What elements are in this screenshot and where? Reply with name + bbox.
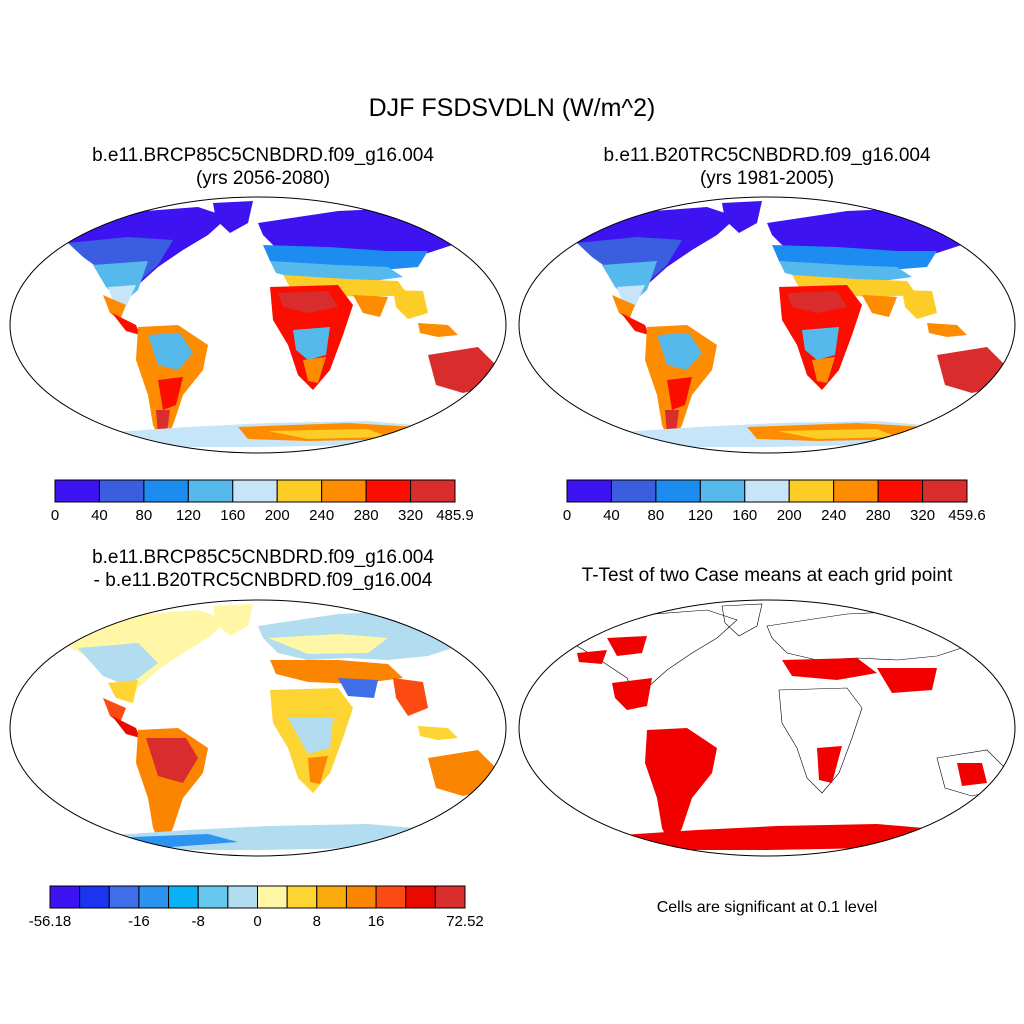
panel-2-colorbar-tick-label: 160 bbox=[732, 507, 757, 524]
panel-1-colorbar-tick-label: 40 bbox=[91, 507, 108, 524]
panel-3-colorbar-swatch bbox=[316, 885, 347, 909]
panel-2-map bbox=[518, 196, 1016, 454]
panel-3-colorbar-tick-label: 0 bbox=[253, 913, 261, 930]
panel-1-colorbar-tick-label: 120 bbox=[176, 507, 201, 524]
panel-2-colorbar: 0 40 80 120 160 200 240 280 320 459.6 bbox=[563, 479, 986, 524]
panel-3-colorbar-swatch bbox=[345, 885, 377, 909]
panel-3-title-line-2: - b.e11.B20TRC5CNBDRD.f09_g16.004 bbox=[93, 570, 433, 591]
panel-1-colorbar: 0 40 80 120 160 200 240 280 320 485.9 bbox=[51, 479, 474, 524]
panel-2-colorbar-swatch bbox=[566, 479, 612, 503]
panel-2-title-line-2: (yrs 1981-2005) bbox=[699, 168, 835, 189]
panel-2-colorbar-tick-label: 240 bbox=[821, 507, 846, 524]
panel-1-colorbar-tick-label: 485.9 bbox=[436, 507, 474, 524]
panel-2-colorbar-tick-label: 120 bbox=[688, 507, 713, 524]
panel-2-colorbar-swatch bbox=[833, 479, 879, 503]
panel-1-title-line-1: b.e11.BRCP85C5CNBDRD.f09_g16.004 bbox=[92, 145, 434, 166]
panel-1-colorbar-swatch bbox=[276, 479, 323, 503]
panel-2-colorbar-tick-label: 40 bbox=[603, 507, 620, 524]
panel-1-colorbar-swatch bbox=[365, 479, 412, 503]
panel-1-colorbar-tick-label: 240 bbox=[309, 507, 334, 524]
panel-3-colorbar-swatch bbox=[197, 885, 229, 909]
panel-3-colorbar-tick-label: 8 bbox=[313, 913, 321, 930]
panel-3-colorbar-swatch bbox=[227, 885, 259, 909]
panel-1-title: b.e11.BRCP85C5CNBDRD.f09_g16.004 (yrs 20… bbox=[13, 144, 513, 190]
panel-1-colorbar-swatch bbox=[410, 479, 456, 503]
figure-title: DJF FSDSVDLN (W/m^2) bbox=[368, 94, 656, 122]
panel-3-colorbar-tick-label: 16 bbox=[368, 913, 385, 930]
panel-1-colorbar-tick-label: 280 bbox=[354, 507, 379, 524]
panel-2-colorbar-tick-label: 459.6 bbox=[948, 507, 986, 524]
panel-3-colorbar-swatch bbox=[375, 885, 407, 909]
panel-2-colorbar-tick-label: 320 bbox=[910, 507, 935, 524]
panel-1-colorbar-swatch bbox=[54, 479, 100, 503]
panel-3-title: b.e11.BRCP85C5CNBDRD.f09_g16.004 - b.e11… bbox=[13, 546, 513, 592]
panel-1-title-line-2: (yrs 2056-2080) bbox=[195, 168, 331, 189]
panel-3-map bbox=[9, 599, 507, 857]
significance-note: Cells are significant at 0.1 level bbox=[656, 899, 878, 916]
panel-3-colorbar-swatch bbox=[405, 885, 436, 909]
panel-3-title-line-1: b.e11.BRCP85C5CNBDRD.f09_g16.004 bbox=[92, 547, 434, 568]
panel-3-colorbar-tick-label: 72.52 bbox=[446, 913, 484, 930]
panel-1-colorbar-swatch bbox=[98, 479, 145, 503]
panel-4-title-line-1: T-Test of two Case means at each grid po… bbox=[581, 565, 953, 586]
panel-2-title-line-1: b.e11.B20TRC5CNBDRD.f09_g16.004 bbox=[603, 145, 931, 166]
panel-2-colorbar-tick-label: 0 bbox=[563, 507, 571, 524]
panel-1-map bbox=[9, 196, 507, 454]
panel-4-map bbox=[518, 599, 1016, 857]
panel-2-colorbar-swatch bbox=[699, 479, 746, 503]
panel-2-colorbar-swatch bbox=[788, 479, 835, 503]
panel-3-colorbar-swatch bbox=[79, 885, 110, 909]
panel-1-colorbar-swatch bbox=[321, 479, 367, 503]
panel-2-colorbar-swatch bbox=[877, 479, 924, 503]
panel-3-colorbar-swatch bbox=[286, 885, 318, 909]
panel-3-colorbar-swatch bbox=[434, 885, 466, 909]
panel-2-colorbar-swatch bbox=[610, 479, 657, 503]
panel-2-colorbar-swatch bbox=[655, 479, 701, 503]
panel-3-colorbar-tick-label: -56.18 bbox=[29, 913, 72, 930]
panel-4-title: T-Test of two Case means at each grid po… bbox=[517, 564, 1017, 587]
panel-1-colorbar-tick-label: 160 bbox=[220, 507, 245, 524]
panel-1-colorbar-tick-label: 320 bbox=[398, 507, 423, 524]
panel-3-colorbar-tick-label: -16 bbox=[128, 913, 150, 930]
panel-2-title: b.e11.B20TRC5CNBDRD.f09_g16.004 (yrs 198… bbox=[517, 144, 1017, 190]
panel-1-colorbar-swatch bbox=[143, 479, 189, 503]
panel-2-colorbar-tick-label: 280 bbox=[866, 507, 891, 524]
panel-3-colorbar-swatch bbox=[108, 885, 140, 909]
panel-3-colorbar-swatch bbox=[257, 885, 288, 909]
panel-1-colorbar-swatch bbox=[232, 479, 278, 503]
panel-3-colorbar-swatch bbox=[168, 885, 199, 909]
panel-2-colorbar-swatch bbox=[744, 479, 790, 503]
panel-3-colorbar-tick-label: -8 bbox=[192, 913, 205, 930]
panel-2-colorbar-tick-label: 200 bbox=[777, 507, 802, 524]
panel-1-colorbar-tick-label: 0 bbox=[51, 507, 59, 524]
panel-3-colorbar: -56.18 -16 -8 0 8 16 72.52 bbox=[29, 885, 484, 930]
panel-1-colorbar-tick-label: 80 bbox=[136, 507, 153, 524]
panel-3-colorbar-swatch bbox=[49, 885, 81, 909]
panel-1-colorbar-tick-label: 200 bbox=[265, 507, 290, 524]
panel-1-colorbar-swatch bbox=[187, 479, 234, 503]
panel-3-colorbar-swatch bbox=[138, 885, 170, 909]
panel-2-colorbar-swatch bbox=[922, 479, 968, 503]
panel-2-colorbar-tick-label: 80 bbox=[648, 507, 665, 524]
